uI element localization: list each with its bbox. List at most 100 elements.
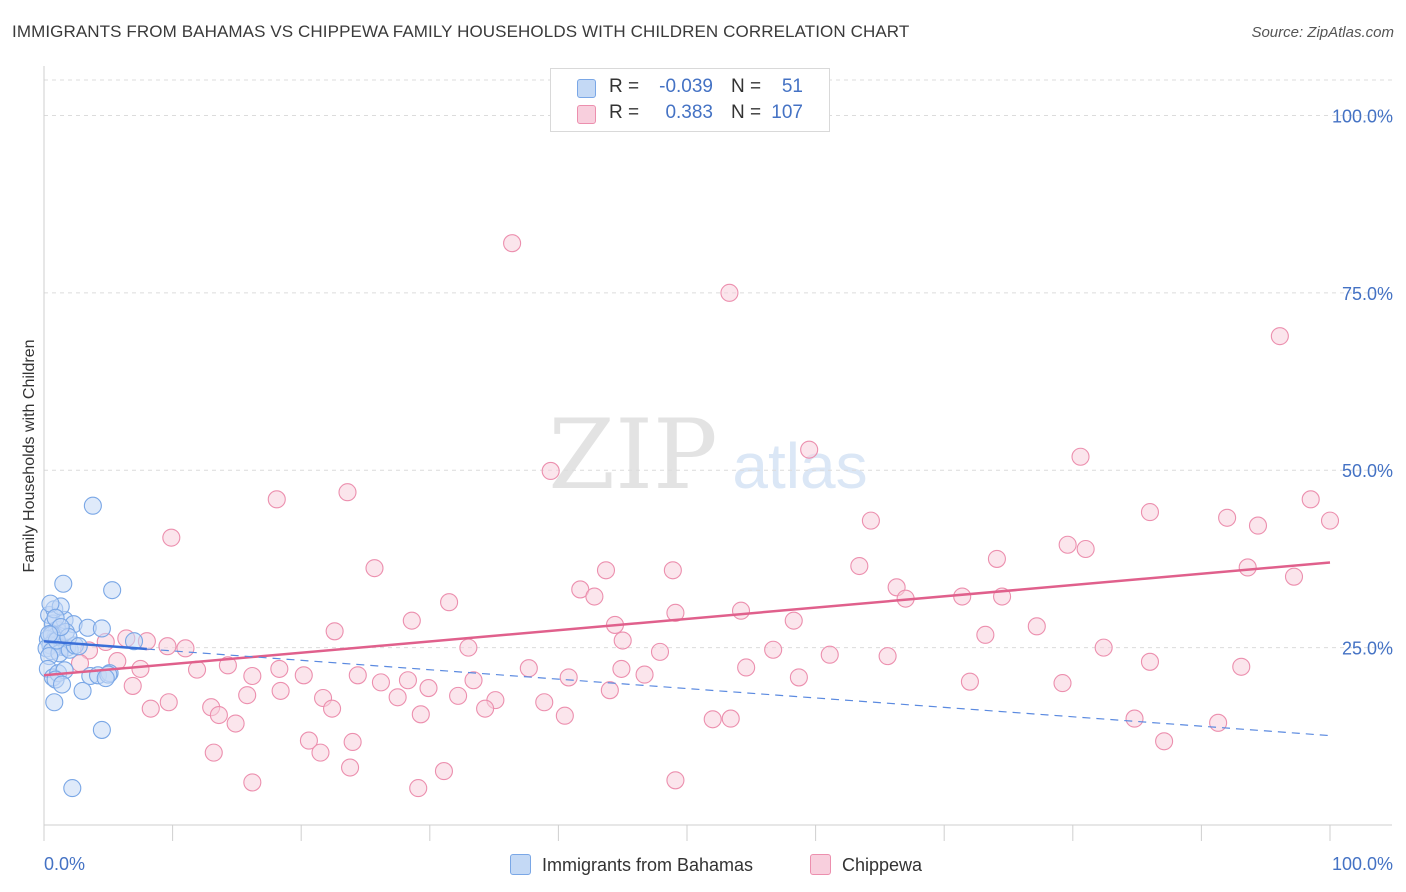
- chippewa-point: [666, 603, 685, 622]
- chippewa-point: [1071, 447, 1090, 466]
- chippewa-point: [271, 681, 290, 700]
- chippewa-point: [1053, 674, 1072, 693]
- chippewa-trendline: [43, 561, 1331, 677]
- chippewa-point: [784, 611, 803, 630]
- chippewa-point: [555, 706, 574, 725]
- bahamas-point: [45, 693, 64, 712]
- bahamas-point: [52, 675, 72, 694]
- chippewa-point: [365, 559, 384, 578]
- chippewa-point: [294, 666, 313, 685]
- n-label: N =: [731, 76, 762, 97]
- chippewa-point: [141, 699, 160, 718]
- chippewa-point: [878, 647, 897, 666]
- chippewa-point: [663, 561, 682, 580]
- chippewa-point: [596, 561, 616, 580]
- y-tick-label: 100.0%: [1332, 106, 1393, 126]
- bahamas-point: [83, 496, 102, 515]
- chippewa-point: [218, 656, 237, 675]
- chippewa-point: [720, 283, 739, 302]
- chippewa-point: [1076, 539, 1095, 559]
- n-value: 107: [771, 102, 803, 123]
- chippewa-point: [1155, 732, 1174, 751]
- chippewa-point: [238, 686, 257, 705]
- chippewa-point: [721, 709, 740, 728]
- chippewa-point: [953, 587, 972, 606]
- chippewa-point: [343, 732, 362, 752]
- chippewa-point: [731, 601, 751, 620]
- chippewa-point: [1320, 511, 1340, 530]
- chippewa-point: [612, 659, 631, 678]
- chippewa-point: [737, 658, 756, 677]
- chippewa-point: [800, 440, 819, 459]
- chippewa-point: [613, 631, 632, 650]
- bahamas-point: [103, 581, 122, 600]
- y-tick-label: 25.0%: [1342, 639, 1393, 659]
- r-value: -0.039: [659, 76, 713, 97]
- chippewa-point: [1027, 617, 1046, 636]
- chippewa-swatch: [577, 105, 596, 124]
- chippewa-point: [338, 483, 357, 502]
- bahamas-point: [54, 574, 73, 593]
- chippewa-point: [348, 666, 367, 685]
- chippewa-point: [419, 679, 438, 698]
- chippewa-point: [1284, 567, 1304, 586]
- chippewa-point: [789, 668, 808, 687]
- chippewa-point: [267, 490, 286, 509]
- chippewa-point: [341, 758, 360, 777]
- chippewa-point: [243, 773, 262, 792]
- chippewa-point: [519, 659, 538, 678]
- chippewa-point: [666, 771, 685, 790]
- chippewa-point: [440, 593, 459, 612]
- x-tick-label-right: 100.0%: [1332, 854, 1393, 874]
- chippewa-point: [226, 714, 245, 733]
- bahamas-legend-swatch: [510, 854, 531, 875]
- chippewa-point: [987, 549, 1006, 568]
- watermark-atlas: atlas: [732, 430, 867, 502]
- stats-legend: R = -0.039 N = 51 R = 0.383 N = 107: [550, 68, 830, 132]
- bahamas-point: [40, 625, 59, 644]
- chippewa-point: [1218, 508, 1237, 527]
- chart-source: Source: ZipAtlas.com: [1251, 24, 1394, 41]
- r-label: R =: [609, 102, 640, 123]
- chippewa-point: [131, 659, 150, 678]
- chippewa-point: [325, 622, 344, 641]
- chippewa-point: [600, 681, 619, 700]
- chippewa-point: [123, 676, 142, 695]
- chippewa-point: [434, 762, 453, 781]
- chippewa-point: [449, 686, 468, 705]
- chippewa-point: [1301, 490, 1320, 509]
- chippewa-point: [371, 673, 390, 692]
- chippewa-point: [1238, 558, 1257, 577]
- chippewa-point: [559, 668, 578, 687]
- bahamas-point: [124, 632, 144, 651]
- chippewa-point: [1232, 657, 1251, 676]
- chippewa-point: [1125, 709, 1144, 728]
- chippewa-point: [1248, 516, 1268, 535]
- chippewa-point: [635, 665, 654, 684]
- chippewa-point: [158, 637, 177, 656]
- bahamas-trendline-dashed: [146, 648, 1331, 737]
- n-value: 51: [781, 76, 803, 97]
- chippewa-point: [243, 666, 262, 686]
- bahamas-point: [73, 681, 92, 700]
- chippewa-point: [960, 672, 979, 691]
- chippewa-point: [402, 611, 421, 630]
- chippewa-point: [703, 710, 722, 729]
- chippewa-point: [571, 580, 590, 599]
- chippewa-point: [204, 743, 223, 762]
- chippewa-point: [503, 234, 522, 253]
- stats-row-bahamas: R = -0.039 N = 51: [551, 74, 829, 100]
- watermark-zip: ZIP: [548, 399, 717, 511]
- bahamas-point: [92, 619, 111, 638]
- chippewa-point: [398, 671, 417, 690]
- chippewa-point: [1058, 535, 1077, 554]
- chippewa-legend-swatch: [810, 854, 831, 875]
- chippewa-point: [1209, 713, 1228, 732]
- chippewa-point: [861, 511, 880, 530]
- bahamas-point: [63, 779, 82, 798]
- chippewa-point: [976, 625, 995, 644]
- legend-label: Chippewa: [842, 855, 923, 875]
- chippewa-point: [459, 638, 478, 657]
- chippewa-point: [270, 659, 289, 678]
